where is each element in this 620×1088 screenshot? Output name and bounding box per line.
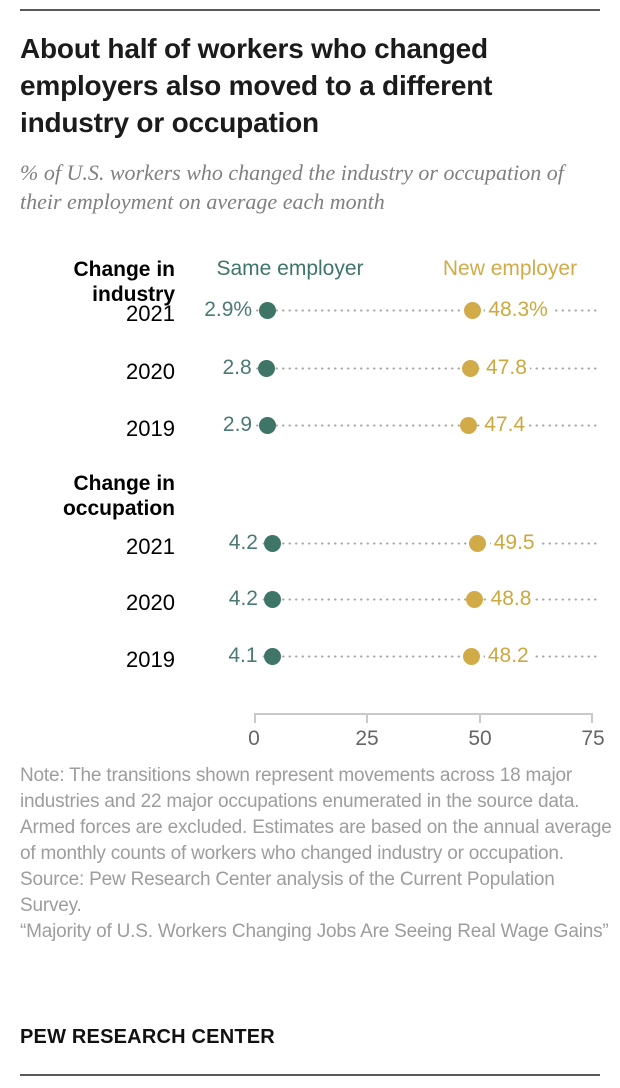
legend-item-same-employer: Same employer bbox=[216, 257, 364, 280]
same-employer-dot-icon bbox=[264, 534, 282, 552]
same-employer-dot-icon bbox=[264, 647, 282, 665]
note-text: Note: The transitions shown represent mo… bbox=[20, 765, 612, 864]
new-employer-value-label: 48.2 bbox=[484, 643, 532, 669]
quote-text: “Majority of U.S. Workers Changing Jobs … bbox=[20, 921, 609, 942]
same-employer-dot-icon bbox=[264, 590, 282, 608]
chart-subtitle: % of U.S. workers who changed the indust… bbox=[20, 160, 564, 214]
group-label-occupation: Change in occupation bbox=[20, 471, 175, 521]
new-employer-dot-icon bbox=[463, 301, 481, 319]
group-label-line: industry bbox=[92, 283, 175, 306]
same-employer-value-label: 4.1 bbox=[225, 643, 261, 669]
new-employer-value-label: 48.8 bbox=[487, 586, 535, 612]
dotted-connector-line bbox=[254, 423, 600, 427]
same-employer-dot-icon bbox=[258, 359, 276, 377]
new-employer-dot-icon bbox=[463, 647, 481, 665]
group-label-line: Change in bbox=[73, 258, 175, 281]
new-employer-dot-icon bbox=[459, 416, 477, 434]
page-title: About half of workers who changed employ… bbox=[20, 33, 493, 138]
pew-research-center-wordmark: PEW RESEARCH CENTER bbox=[20, 1026, 275, 1048]
x-axis-tick bbox=[254, 715, 256, 723]
new-employer-dot-icon bbox=[461, 359, 479, 377]
legend-item-new-employer: New employer bbox=[442, 257, 578, 280]
group-label-line: Change in bbox=[73, 472, 175, 495]
x-axis-tick-label: 75 bbox=[581, 727, 605, 750]
dotted-connector-line bbox=[254, 308, 600, 312]
x-axis-tick-label: 25 bbox=[355, 727, 379, 750]
same-employer-value-label: 4.2 bbox=[225, 586, 261, 612]
year-label-2020: 2020 bbox=[126, 590, 175, 615]
new-employer-dot-icon bbox=[466, 590, 484, 608]
top-rule bbox=[20, 9, 600, 11]
same-employer-value-label: 2.9 bbox=[219, 412, 256, 438]
same-employer-value-label: 4.2 bbox=[225, 530, 261, 556]
new-employer-value-label: 49.5 bbox=[490, 530, 538, 556]
year-label-2020: 2020 bbox=[126, 359, 175, 384]
same-employer-value-label: 2.8 bbox=[219, 355, 255, 381]
new-employer-value-label: 48.3% bbox=[485, 297, 551, 323]
dotted-connector-line bbox=[254, 597, 600, 601]
new-employer-dot-icon bbox=[469, 534, 487, 552]
x-axis-tick bbox=[591, 715, 593, 723]
dotted-connector-line bbox=[254, 541, 600, 545]
x-axis bbox=[254, 713, 593, 723]
same-employer-dot-icon bbox=[258, 301, 276, 319]
source-text: Source: Pew Research Center analysis of … bbox=[20, 869, 555, 916]
notes-block: Note: The transitions shown represent mo… bbox=[20, 763, 612, 945]
chart: Same employer New employer Change in indust… bbox=[20, 255, 605, 760]
x-axis-tick-label: 50 bbox=[468, 727, 492, 750]
year-label-2019: 2019 bbox=[126, 647, 175, 672]
new-employer-value-label: 47.4 bbox=[481, 412, 529, 438]
year-label-2021: 2021 bbox=[126, 534, 175, 559]
year-label-2019: 2019 bbox=[126, 416, 175, 441]
group-label-line: occupation bbox=[62, 497, 175, 520]
x-axis-tick bbox=[479, 715, 481, 723]
same-employer-dot-icon bbox=[258, 416, 276, 434]
same-employer-value-label: 2.9% bbox=[201, 297, 256, 323]
year-label-2021: 2021 bbox=[126, 301, 175, 326]
dotted-connector-line bbox=[254, 654, 600, 658]
x-axis-tick-label: 0 bbox=[248, 727, 260, 750]
bottom-rule bbox=[20, 1074, 600, 1076]
dotted-connector-line bbox=[254, 366, 600, 370]
new-employer-value-label: 47.8 bbox=[483, 355, 530, 381]
x-axis-tick bbox=[366, 715, 368, 723]
group-label-industry: Change in industry bbox=[20, 257, 175, 307]
